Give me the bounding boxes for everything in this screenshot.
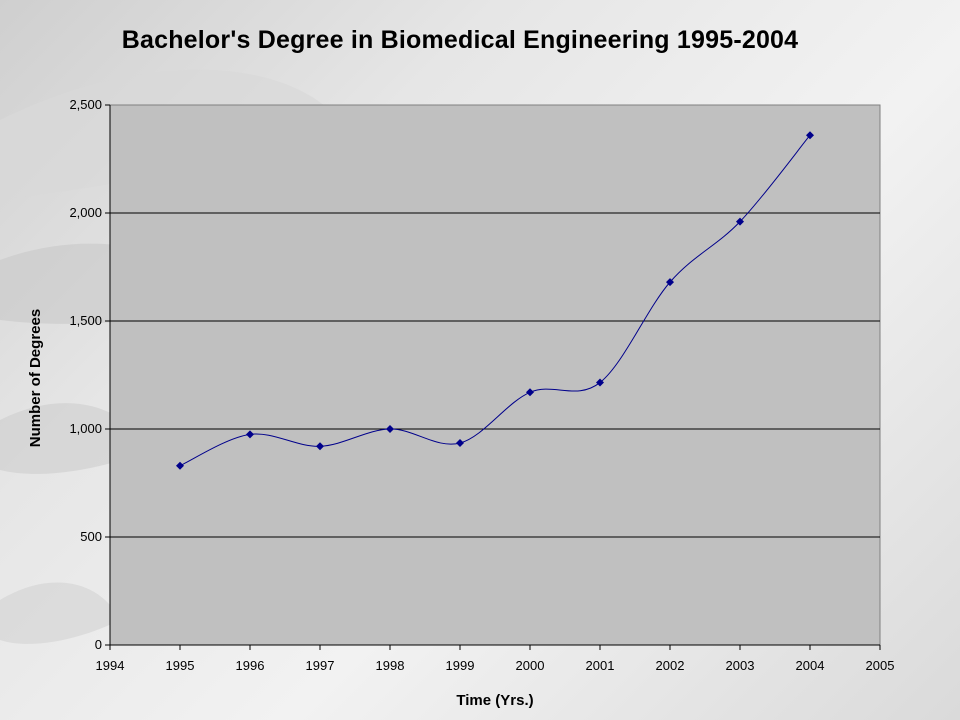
data-points — [176, 131, 814, 470]
data-point — [666, 278, 674, 287]
data-point — [246, 430, 254, 439]
data-point — [316, 442, 324, 451]
y-tick-label: 2,500 — [69, 97, 102, 112]
series-line — [179, 134, 811, 467]
x-tick-label: 2005 — [866, 658, 895, 673]
x-axis-label: Time (Yrs.) — [456, 692, 533, 709]
y-tick-label: 500 — [80, 529, 102, 544]
x-tick-label: 1994 — [96, 658, 125, 673]
x-tick-label: 2000 — [516, 658, 545, 673]
x-tick-label: 2003 — [726, 658, 755, 673]
data-point — [386, 425, 394, 433]
x-tick-label: 1998 — [376, 658, 405, 673]
x-tick-label: 1997 — [306, 658, 335, 673]
y-tick-label: 1,000 — [69, 421, 102, 436]
x-axis-ticks: 1994 1995 1996 1997 1998 1999 2000 2001 2002 2003… — [96, 644, 895, 673]
y-tick-label: 0 — [95, 637, 102, 652]
y-axis-label: Number of Degrees — [27, 309, 44, 447]
x-tick-label: 1996 — [236, 658, 265, 673]
x-tick-label: 2004 — [796, 658, 825, 673]
plot-area — [109, 104, 881, 646]
y-tick-label: 1,500 — [69, 313, 102, 328]
x-tick-label: 1999 — [446, 658, 475, 673]
chart-title: Bachelor's Degree in Biomedical Engineer… — [121, 26, 799, 54]
x-tick-label: 2002 — [656, 658, 685, 673]
data-point — [806, 131, 814, 140]
data-point — [176, 461, 184, 470]
data-point — [456, 439, 464, 448]
data-point — [526, 388, 534, 397]
data-point — [736, 217, 744, 226]
y-axis-ticks: 0 500 1,000 1,500 2,000 2,500 — [69, 97, 111, 652]
data-point — [596, 378, 604, 387]
x-tick-label: 2001 — [586, 658, 615, 673]
gridlines — [110, 212, 880, 538]
y-tick-label: 2,000 — [69, 205, 102, 220]
x-tick-label: 1995 — [166, 658, 195, 673]
